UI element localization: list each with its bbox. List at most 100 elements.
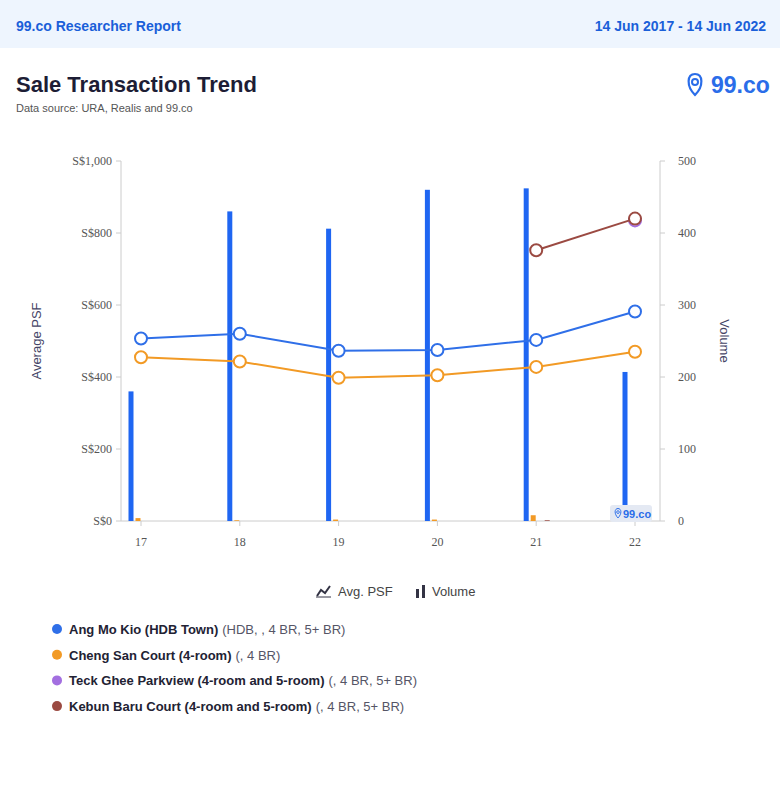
x-tick-label: 21 [530,535,542,549]
y-tick [116,305,121,306]
y2-tick [660,521,665,522]
legend-name: Ang Mo Kio (HDB Town) [69,622,218,637]
legend-name: Cheng San Court (4-room) [69,648,232,663]
y-tick [116,233,121,234]
legend-bar-icon [416,589,419,598]
page: {"page": {"header_left": "99.co Research… [0,0,780,800]
psf-marker [530,361,542,373]
psf-line [141,311,635,350]
y-tick [116,377,121,378]
y-axis-title: Average PSF [29,302,44,379]
psf-marker [629,305,641,317]
y2-tick [660,305,665,306]
psf-marker [530,334,542,346]
title: Sale Transaction Trend [16,72,257,97]
x-tick [141,521,142,526]
volume-bar [531,515,536,521]
subtitle: Data source: URA, Realis and 99.co [16,102,193,114]
legend-name: Kebun Baru Court (4-room and 5-room) [69,699,312,714]
legend-details: (HDB, , 4 BR, 5+ BR) [222,622,345,637]
legend-bar-label: Volume [432,584,475,599]
legend-bar-icon [422,585,425,598]
volume-bar [432,520,437,521]
legend-name: Teck Ghee Parkview (4-room and 5-room) [69,673,325,688]
y2-tick [660,233,665,234]
psf-marker [135,332,147,344]
psf-line [141,352,635,378]
logo-pin [615,509,621,518]
y2-axis-line [660,161,661,521]
psf-line [536,219,635,251]
series-legend: Ang Mo Kio (HDB Town) (HDB, , 4 BR, 5+ BR… [52,622,417,714]
measure-legend: Avg. PSF Volume [316,584,475,599]
volume-bar [136,518,141,521]
x-tick [239,521,240,526]
legend-swatch [52,701,62,711]
y-tick-label: S$400 [81,370,112,384]
y2-tick-label: 0 [678,514,684,528]
header-right: 14 Jun 2017 - 14 Jun 2022 [595,18,766,34]
y-tick-label: S$1,000 [72,154,112,168]
volume-bar [129,391,134,521]
logo: 99.co [711,72,770,98]
legend-swatch [52,650,62,660]
legend-line-icon-base [316,597,331,598]
x-tick [338,521,339,526]
volume-bar [425,190,430,521]
legend-details: (, 4 BR, 5+ BR) [316,699,405,714]
header-left: 99.co Researcher Report [16,18,181,34]
y2-tick-label: 100 [678,442,696,456]
y-tick [116,521,121,522]
psf-marker [431,344,443,356]
x-tick-label: 20 [431,535,443,549]
chart-canvas: 99.co Researcher Report 14 Jun 2017 - 14 … [0,0,780,800]
y-tick [116,449,121,450]
y-axis-line [121,161,122,521]
legend-line-label: Avg. PSF [338,584,393,599]
legend-swatch [52,624,62,634]
y2-tick-label: 300 [678,298,696,312]
y2-tick [660,377,665,378]
logo-pin-dot [617,511,620,514]
y2-tick [660,161,665,162]
legend-entry: Cheng San Court (4-room) (, 4 BR) [69,648,280,663]
legend-entry: Teck Ghee Parkview (4-room and 5-room) (,… [69,673,417,688]
y2-tick [660,449,665,450]
psf-marker [234,356,246,368]
psf-marker [135,351,147,363]
legend-swatch [52,675,62,685]
volume-bar [524,188,529,521]
legend-details: (, 4 BR) [236,648,281,663]
volume-bar [545,520,550,521]
watermark-bg [610,505,652,522]
volume-bar [623,372,628,521]
psf-marker [629,213,641,225]
x-tick-label: 17 [135,535,147,549]
marks [129,188,649,521]
psf-marker [333,345,345,357]
x-tick [437,521,438,526]
y-tick-label: S$600 [81,298,112,312]
legend-line-icon [317,586,330,596]
volume-bar [234,520,239,521]
logo-pin [689,74,702,95]
psf-marker [431,369,443,381]
y2-tick-label: 500 [678,154,696,168]
x-tick [536,521,537,526]
y2-tick-label: 400 [678,226,696,240]
y-tick-label: S$0 [93,514,112,528]
y-tick-label: S$200 [81,442,112,456]
legend-details: (, 4 BR, 5+ BR) [329,673,418,688]
volume-bar [333,520,338,521]
x-tick-label: 18 [234,535,246,549]
header-band [0,0,780,48]
logo-pin-dot [692,79,698,85]
legend-entry: Kebun Baru Court (4-room and 5-room) (, 4… [69,699,404,714]
psf-marker [530,244,542,256]
volume-bar [227,211,232,521]
psf-marker [629,346,641,358]
x-tick-label: 19 [333,535,345,549]
watermark: 99.co [610,505,652,522]
psf-marker [333,372,345,384]
y-tick-label: S$800 [81,226,112,240]
